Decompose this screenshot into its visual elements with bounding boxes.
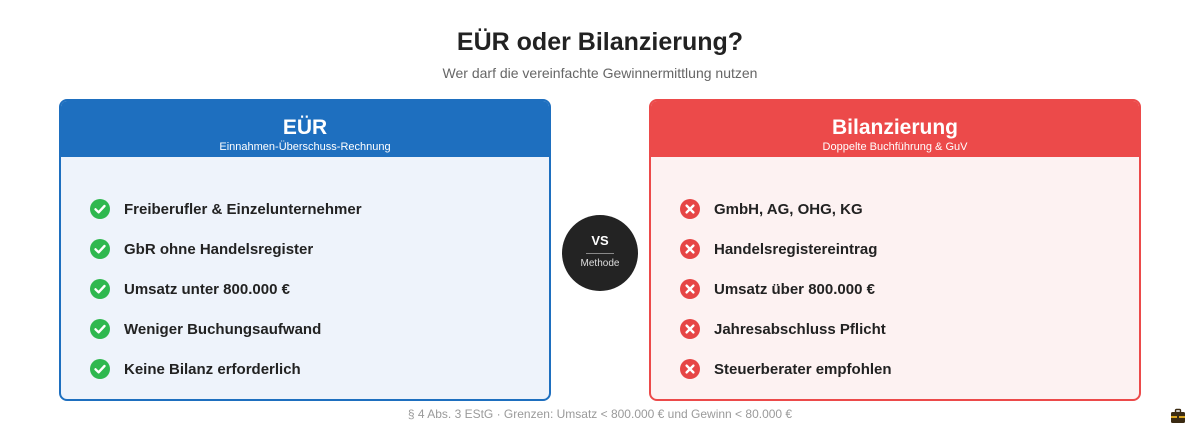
eur-card-subtitle: Einnahmen-Überschuss-Rechnung (219, 141, 391, 153)
legal-footnote: § 4 Abs. 3 EStG · Grenzen: Umsatz < 800.… (407, 407, 793, 421)
eur-criterion: Umsatz unter 800.000 € (90, 269, 549, 309)
vs-badge: VS Methode (562, 215, 638, 291)
check-circle-icon (90, 199, 110, 219)
eur-criterion: GbR ohne Handelsregister (90, 229, 549, 269)
bilanzierung-criterion: GmbH, AG, OHG, KG (680, 189, 1139, 229)
bilanzierung-criterion: Jahresabschluss Pflicht (680, 309, 1139, 349)
check-circle-icon (90, 239, 110, 259)
bilanzierung-criterion: Umsatz über 800.000 € (680, 269, 1139, 309)
eur-card-title: EÜR (282, 116, 328, 139)
bilanzierung-criterion-label: GmbH, AG, OHG, KG (714, 200, 863, 218)
eur-criterion-label: Keine Bilanz erforderlich (124, 360, 301, 378)
vs-divider (586, 253, 614, 254)
x-circle-icon (680, 319, 700, 339)
bilanzierung-card-title: Bilanzierung (831, 116, 958, 139)
eur-criterion: Freiberufler & Einzelunternehmer (90, 189, 549, 229)
bilanzierung-criterion-label: Handelsregistereintrag (714, 240, 878, 258)
bilanzierung-card-header: Bilanzierung Doppelte Buchführung & GuV (651, 101, 1139, 157)
check-circle-icon (90, 279, 110, 299)
bilanzierung-criterion: Handelsregistereintrag (680, 229, 1139, 269)
bilanzierung-card-subtitle: Doppelte Buchführung & GuV (822, 141, 968, 153)
bilanzierung-criterion-label: Steuerberater empfohlen (714, 360, 892, 378)
eur-criterion-label: Freiberufler & Einzelunternehmer (124, 200, 362, 218)
page-subtitle: Wer darf die vereinfachte Gewinnermittlu… (442, 65, 758, 81)
bilanzierung-criterion-label: Jahresabschluss Pflicht (714, 320, 886, 338)
bilanzierung-criterion: Steuerberater empfohlen (680, 349, 1139, 389)
eur-criterion: Weniger Buchungsaufwand (90, 309, 549, 349)
eur-card: EÜR Einnahmen-Überschuss-Rechnung Freibe… (59, 99, 551, 401)
x-circle-icon (680, 359, 700, 379)
eur-criterion-label: GbR ohne Handelsregister (124, 240, 314, 258)
bilanzierung-criteria-list: GmbH, AG, OHG, KG Handelsregistereintrag U… (651, 157, 1139, 389)
eur-card-header: EÜR Einnahmen-Überschuss-Rechnung (61, 101, 549, 157)
page-title: EÜR oder Bilanzierung? (456, 28, 744, 56)
eur-criteria-list: Freiberufler & Einzelunternehmer GbR ohne… (61, 157, 549, 389)
eur-criterion-label: Umsatz unter 800.000 € (124, 280, 290, 298)
check-circle-icon (90, 319, 110, 339)
briefcase-icon (1171, 408, 1185, 423)
eur-criterion-label: Weniger Buchungsaufwand (124, 320, 322, 338)
bilanzierung-criterion-label: Umsatz über 800.000 € (714, 280, 875, 298)
bilanzierung-card: Bilanzierung Doppelte Buchführung & GuV … (649, 99, 1141, 401)
x-circle-icon (680, 279, 700, 299)
vs-label: VS (591, 233, 609, 248)
eur-criterion: Keine Bilanz erforderlich (90, 349, 549, 389)
check-circle-icon (90, 359, 110, 379)
vs-sublabel: Methode (580, 258, 620, 269)
x-circle-icon (680, 239, 700, 259)
x-circle-icon (680, 199, 700, 219)
